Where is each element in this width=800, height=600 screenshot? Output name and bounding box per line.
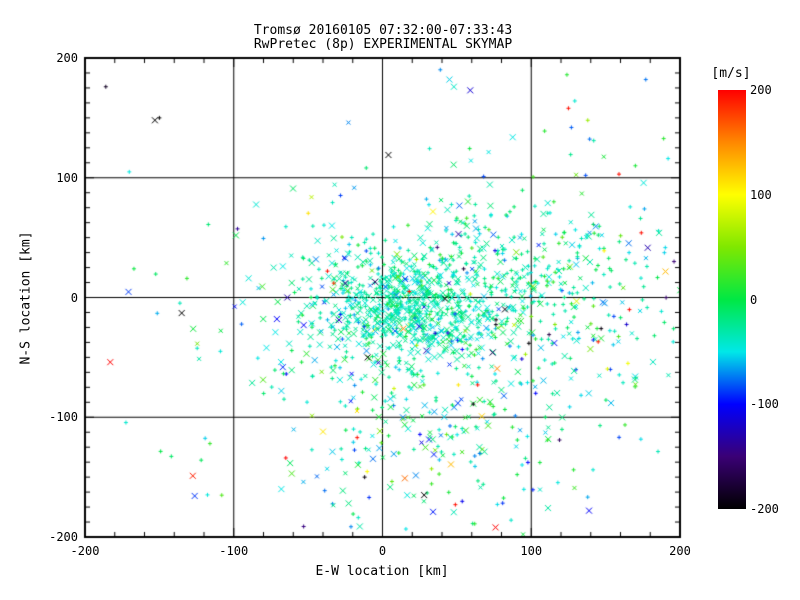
- colorbar-tick-label: 100: [750, 187, 772, 202]
- y-tick-label: 200: [56, 51, 78, 65]
- y-tick-label: 100: [56, 170, 78, 185]
- colorbar-gradient: [718, 90, 746, 509]
- y-axis-label: N-S location [km]: [18, 231, 34, 365]
- y-tick-label: 0: [70, 290, 78, 305]
- colorbar-unit-label: [m/s]: [711, 66, 751, 81]
- colorbar-tick-label: -100: [750, 397, 779, 412]
- x-tick-label: 200: [669, 544, 691, 558]
- x-tick-label: -200: [70, 544, 100, 558]
- colorbar-tick-label: 200: [750, 83, 772, 97]
- y-tick-label: -100: [49, 410, 78, 425]
- x-tick-label: 100: [520, 544, 543, 558]
- x-tick-label: -100: [219, 544, 249, 558]
- x-axis-label: E-W location [km]: [315, 564, 449, 579]
- colorbar-tick-label: -200: [750, 502, 779, 516]
- plot-title-line-1: Tromsø 20160105 07:32:00-07:33:43: [253, 23, 513, 38]
- colorbar-tick-label: 0: [750, 292, 758, 307]
- y-tick-label: -200: [49, 530, 78, 544]
- plot-title-line-2: RwPretec (8p) EXPERIMENTAL SKYMAP: [253, 37, 513, 52]
- x-tick-label: 0: [378, 544, 387, 558]
